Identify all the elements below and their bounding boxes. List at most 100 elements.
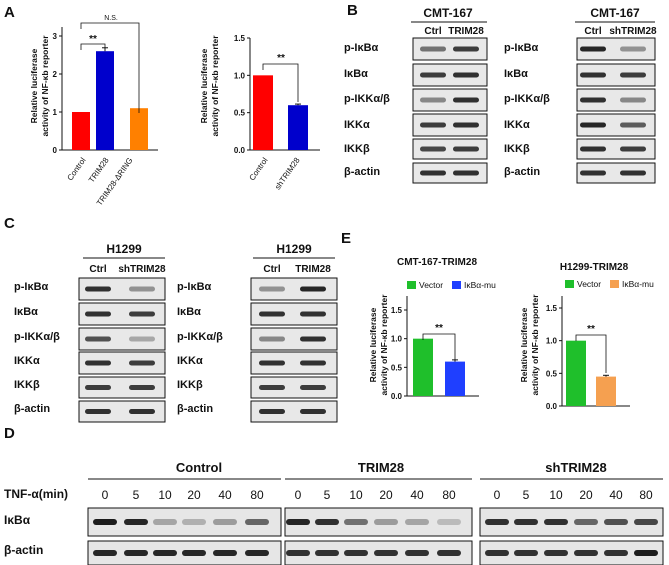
panel-d-group-2-band-0-1 xyxy=(514,519,538,525)
panel-e-right-legend-swatch-0 xyxy=(565,280,574,288)
panel-e-right-legend-swatch-1 xyxy=(610,280,619,288)
panel-d-group-1-timepoint-3: 20 xyxy=(379,488,393,502)
panel-c-right-band-3-0 xyxy=(259,360,285,366)
panel-d-group-title-1: TRIM28 xyxy=(358,460,404,475)
panel-e-right-ylabel-2: activity of NF-κb reporter xyxy=(530,294,540,396)
panel-d-group-1-timepoint-0: 0 xyxy=(295,488,302,502)
panel-a-right-sig: ** xyxy=(277,53,285,64)
panel-c-left-band-5-0 xyxy=(85,409,111,414)
panel-c-left-row-2: p-IKKα/β xyxy=(14,331,60,343)
panel-c-right-lane-0: Ctrl xyxy=(263,264,280,275)
panel-c-left-band-3-1 xyxy=(129,360,155,366)
panel-b-left-row-4: IKKβ xyxy=(344,143,370,155)
panel-c-left-band-2-1 xyxy=(129,336,155,342)
panel-c-right-strip-0 xyxy=(250,277,338,301)
panel-b-right-strip-4 xyxy=(576,138,656,160)
panel-label-d: D xyxy=(4,425,15,442)
panel-c-left-band-1-1 xyxy=(129,311,155,317)
panel-e-left-bar-0 xyxy=(413,338,433,396)
panel-c-left-band-2-0 xyxy=(85,336,111,342)
panel-d-group-0-band-1-1 xyxy=(124,550,148,556)
panel-c-right-row-0: p-IκBα xyxy=(177,281,212,293)
panel-e-left-ytick-label-2: 1.0 xyxy=(391,335,403,344)
panel-a-left-ytick-label-0: 0 xyxy=(53,146,58,155)
panel-d-group-0-band-0-4 xyxy=(213,519,237,525)
panel-a-left-ylabel-2: activity of NF-κb reporter xyxy=(40,35,50,137)
panel-d-group-0-band-0-2 xyxy=(153,519,177,525)
panel-a-right-ytick-label-2: 1.0 xyxy=(234,71,246,80)
panel-e-right-bar-0 xyxy=(566,340,586,406)
panel-b-left-blot: CMT-167 Ctrl TRIM28 p-IκBα IκBα p-IKKα/β… xyxy=(344,6,488,184)
panel-c-right-band-2-1 xyxy=(300,336,326,342)
panel-d-group-0-timepoint-4: 40 xyxy=(218,488,232,502)
panel-b-left-band-3-1 xyxy=(453,122,479,128)
panel-a-left-ytick-label-3: 3 xyxy=(53,32,58,41)
panel-e-left-sig: ** xyxy=(435,323,443,334)
panel-b-left-band-5-1 xyxy=(453,170,479,176)
panel-c-left-row-1: IκBα xyxy=(14,306,38,318)
panel-c-right-strip-2 xyxy=(250,327,338,351)
panel-c-left-row-3: IKKα xyxy=(14,355,40,367)
panel-b-right-strip-0 xyxy=(576,37,656,61)
panel-a-left-ytick-label-2: 2 xyxy=(53,70,58,79)
panel-a-left-sig-1: ** xyxy=(89,34,97,45)
panel-d-group-0-timepoint-5: 80 xyxy=(250,488,264,502)
panel-d-group-2-band-0-0 xyxy=(485,519,509,525)
panel-e-left-ylabel-2: activity of NF-κb reporter xyxy=(379,294,389,396)
panel-c-left-lane-0: Ctrl xyxy=(89,264,106,275)
panel-a-right-ylabel-1: Relative luciferase xyxy=(199,48,209,123)
panel-c-left-row-4: IKKβ xyxy=(14,379,40,391)
panel-a-right-ytick-label-1: 0.5 xyxy=(234,109,246,118)
panel-b-right-band-1-1 xyxy=(620,72,646,78)
panel-a-right-ytick-label-0: 0.0 xyxy=(234,146,246,155)
panel-b-left-row-5: β-actin xyxy=(344,166,380,178)
panel-c-right-band-4-0 xyxy=(259,385,285,390)
panel-c-right-cell-title: H1299 xyxy=(276,242,312,256)
panel-a-right-bar-0 xyxy=(253,75,273,150)
panel-d-group-2-band-1-3 xyxy=(574,550,598,556)
panel-b-right-row-2: p-IKKα/β xyxy=(504,93,550,105)
panel-label-a: A xyxy=(4,4,15,21)
panel-c-right-band-0-0 xyxy=(259,286,285,292)
panel-c-right-lane-1: TRIM28 xyxy=(295,264,331,275)
panel-c: H1299 Ctrl shTRIM28 p-IκBα IκBα p-IKKα/β… xyxy=(14,242,338,423)
panel-c-right-strip-1 xyxy=(250,302,338,326)
panel-e-left-ylabel-1: Relative luciferase xyxy=(368,307,378,382)
panel-a-left-xtick-1: TRIM28 xyxy=(87,156,111,185)
panel-e-left-legend-1: IκBα-mu xyxy=(464,280,496,290)
panel-b-left-band-1-1 xyxy=(453,72,479,78)
panel-d-group-0-band-0-1 xyxy=(124,519,148,525)
panel-b-left-lane-1: TRIM28 xyxy=(448,26,484,37)
panel-b-right-band-2-1 xyxy=(620,97,646,103)
panel-a-right-chart: Relative luciferase activity of NF-κb re… xyxy=(199,34,320,191)
panel-b-left-band-1-0 xyxy=(420,72,446,78)
panel-a-left-chart: Relative luciferase activity of NF-κb re… xyxy=(29,15,158,207)
panel-d-group-1-band-0-2 xyxy=(344,519,368,525)
panel-c-right-band-1-0 xyxy=(259,311,285,317)
panel-c-left-band-5-1 xyxy=(129,409,155,414)
panel-b-right-lane-0: Ctrl xyxy=(584,26,601,37)
panel-e-right-ytick-label-3: 1.5 xyxy=(546,304,558,313)
panel-d-group-2-band-0-4 xyxy=(604,519,628,525)
panel-d-group-0-timepoint-0: 0 xyxy=(102,488,109,502)
panel-b-left-strip-3 xyxy=(412,113,488,137)
panel-c-right-band-5-1 xyxy=(300,409,326,414)
panel-b: CMT-167 Ctrl TRIM28 p-IκBα IκBα p-IKKα/β… xyxy=(344,6,657,184)
panel-c-right-band-2-0 xyxy=(259,336,285,342)
panel-b-left-band-5-0 xyxy=(420,170,446,176)
panel-a-right-bar-1 xyxy=(288,105,308,150)
panel-d-group-2-timepoint-3: 20 xyxy=(579,488,593,502)
panel-d-group-2-band-1-4 xyxy=(604,550,628,556)
panel-d-group-2-band-1-1 xyxy=(514,550,538,556)
panel-c-right-band-3-1 xyxy=(300,360,326,366)
panel-c-right-row-5: β-actin xyxy=(177,403,213,415)
panel-e-right-bracket xyxy=(575,334,607,373)
panel-d-group-1-timepoint-4: 40 xyxy=(410,488,424,502)
panel-c-left-strip-0 xyxy=(78,277,166,301)
panel-e-left-bracket xyxy=(422,333,456,360)
panel-c-right-strip-3 xyxy=(250,351,338,375)
panel-e: CMT-167-TRIM28 Vector IκBα-mu Relative l… xyxy=(368,257,654,411)
panel-d-group-1-timepoint-1: 5 xyxy=(324,488,331,502)
panel-c-right-strip-4 xyxy=(250,376,338,399)
panel-d-group-1-band-1-0 xyxy=(286,550,310,556)
